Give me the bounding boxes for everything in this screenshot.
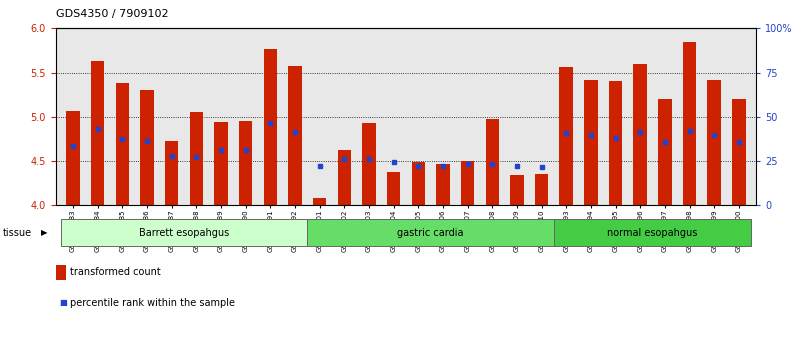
Bar bbox=[609, 81, 622, 205]
Bar bbox=[189, 112, 203, 205]
Bar bbox=[307, 219, 554, 246]
Text: Barrett esopahgus: Barrett esopahgus bbox=[139, 228, 229, 238]
Text: transformed count: transformed count bbox=[70, 267, 161, 277]
Bar bbox=[313, 198, 326, 205]
Bar bbox=[658, 99, 672, 205]
Text: GDS4350 / 7909102: GDS4350 / 7909102 bbox=[56, 9, 168, 19]
Bar bbox=[535, 175, 548, 205]
Bar bbox=[554, 219, 751, 246]
Bar bbox=[510, 175, 524, 205]
Bar bbox=[486, 120, 499, 205]
Text: ▶: ▶ bbox=[41, 228, 48, 237]
Bar bbox=[115, 83, 129, 205]
Text: normal esopahgus: normal esopahgus bbox=[607, 228, 698, 238]
Text: ■: ■ bbox=[60, 298, 68, 307]
Bar bbox=[560, 67, 573, 205]
Bar bbox=[436, 164, 450, 205]
Bar bbox=[634, 64, 647, 205]
Bar bbox=[584, 80, 598, 205]
Text: gastric cardia: gastric cardia bbox=[397, 228, 464, 238]
Bar bbox=[91, 61, 104, 205]
Bar bbox=[708, 80, 721, 205]
Bar bbox=[362, 123, 376, 205]
Bar bbox=[165, 141, 178, 205]
Bar bbox=[60, 219, 307, 246]
Bar bbox=[66, 110, 80, 205]
Bar bbox=[140, 90, 154, 205]
Bar bbox=[461, 161, 474, 205]
Bar bbox=[214, 122, 228, 205]
Text: tissue: tissue bbox=[2, 228, 32, 238]
Bar bbox=[387, 172, 400, 205]
Bar bbox=[338, 150, 351, 205]
Bar bbox=[412, 162, 425, 205]
Bar bbox=[288, 67, 302, 205]
Text: percentile rank within the sample: percentile rank within the sample bbox=[70, 298, 235, 308]
Bar bbox=[239, 121, 252, 205]
Bar bbox=[683, 42, 696, 205]
Bar bbox=[263, 49, 277, 205]
Bar bbox=[732, 99, 746, 205]
